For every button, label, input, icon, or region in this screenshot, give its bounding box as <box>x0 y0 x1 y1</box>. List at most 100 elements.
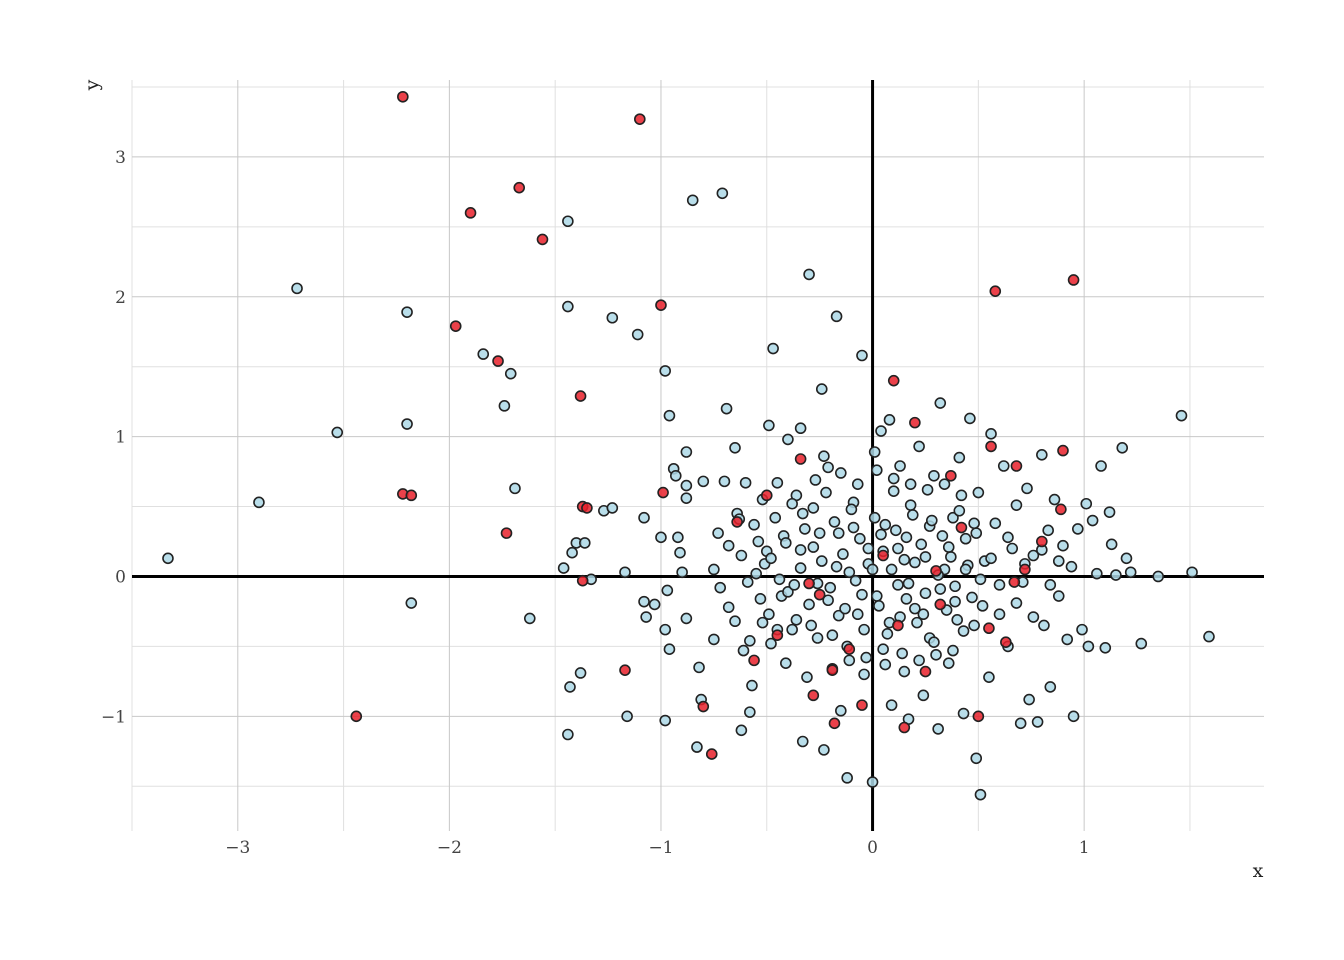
data-point-blue <box>674 546 686 559</box>
data-point-blue <box>803 598 815 611</box>
data-point-blue <box>509 482 521 495</box>
data-point-red <box>972 710 985 723</box>
data-point-blue <box>737 644 750 657</box>
data-point-blue <box>1061 633 1074 646</box>
data-point-blue <box>843 654 856 667</box>
data-point-blue <box>663 643 676 655</box>
data-point-blue <box>917 608 930 621</box>
data-point-blue <box>788 579 801 591</box>
data-point-blue <box>708 633 720 646</box>
data-point-red <box>576 574 589 587</box>
data-point-blue <box>835 467 847 479</box>
data-point-blue <box>807 541 820 553</box>
data-point-blue <box>951 614 963 626</box>
data-point-blue <box>162 552 174 565</box>
data-point-blue <box>697 475 710 488</box>
data-point-blue <box>659 365 672 377</box>
data-point-red <box>989 285 1002 297</box>
data-point-blue <box>845 503 858 516</box>
data-point-red <box>536 233 549 246</box>
data-point-blue <box>974 788 987 801</box>
data-point-blue <box>858 668 870 681</box>
data-point-blue <box>557 562 570 574</box>
data-point-blue <box>887 485 900 497</box>
data-point-blue <box>780 657 792 669</box>
data-point-blue <box>1052 590 1065 602</box>
data-point-blue <box>750 567 762 580</box>
data-point-blue <box>566 546 578 559</box>
data-point-blue <box>686 194 699 207</box>
data-point-blue <box>1048 493 1061 506</box>
data-point-blue <box>477 348 490 360</box>
data-point-blue <box>915 538 928 551</box>
data-point-blue <box>786 623 798 636</box>
data-point-red <box>731 516 743 528</box>
data-point-blue <box>896 647 908 660</box>
data-point-red <box>843 643 856 655</box>
data-point-blue <box>972 486 985 499</box>
data-point-blue <box>722 539 735 552</box>
data-point-blue <box>993 608 1006 621</box>
data-point-red <box>748 654 760 667</box>
data-point-blue <box>890 524 902 537</box>
data-point-blue <box>786 497 798 510</box>
data-point-blue <box>887 472 900 485</box>
data-point-blue <box>752 535 765 548</box>
data-point-red <box>500 527 513 539</box>
data-point-blue <box>562 728 574 741</box>
y-tick-label: 0 <box>115 567 126 587</box>
data-point-blue <box>832 609 845 622</box>
data-point-blue <box>405 597 418 609</box>
data-point-blue <box>767 342 779 355</box>
data-point-blue <box>659 714 672 727</box>
data-point-blue <box>974 573 987 586</box>
data-point-blue <box>780 537 792 549</box>
data-point-blue <box>1116 442 1129 454</box>
data-point-blue <box>1110 569 1122 581</box>
data-point-blue <box>832 527 845 539</box>
data-point-blue <box>843 566 856 579</box>
data-point-blue <box>1006 542 1019 555</box>
data-point-blue <box>858 623 870 636</box>
data-point-blue <box>655 531 667 544</box>
data-point-blue <box>970 527 983 539</box>
data-point-blue <box>959 563 972 576</box>
data-point-red <box>1055 503 1067 516</box>
data-point-blue <box>868 446 881 458</box>
data-point-blue <box>815 555 828 567</box>
data-point-blue <box>841 772 853 784</box>
data-point-blue <box>877 643 889 655</box>
data-point-blue <box>1105 538 1118 551</box>
data-point-blue <box>729 615 741 628</box>
data-point-blue <box>771 476 784 489</box>
data-point-blue <box>1044 681 1057 693</box>
data-point-blue <box>606 311 619 324</box>
data-point-blue <box>1010 499 1023 511</box>
data-point-blue <box>765 552 777 565</box>
data-point-red <box>397 90 409 103</box>
data-point-blue <box>763 419 775 432</box>
data-point-blue <box>1010 597 1023 609</box>
data-point-blue <box>523 612 536 625</box>
data-point-blue <box>970 752 983 765</box>
data-point-blue <box>870 590 883 602</box>
data-point-blue <box>839 602 851 615</box>
data-point-blue <box>638 511 650 524</box>
data-point-blue <box>851 608 864 621</box>
data-point-blue <box>879 658 892 671</box>
data-point-blue <box>919 551 932 563</box>
data-point-blue <box>680 479 693 492</box>
data-point-blue <box>648 598 661 611</box>
data-point-red <box>1008 576 1021 588</box>
data-point-blue <box>1031 716 1044 728</box>
data-point-blue <box>919 587 932 600</box>
data-point-blue <box>904 499 917 511</box>
data-point-blue <box>875 425 887 437</box>
data-point-blue <box>976 600 989 612</box>
data-point-blue <box>928 636 940 649</box>
data-point-blue <box>1082 640 1095 653</box>
data-point-blue <box>989 517 1002 530</box>
data-point-blue <box>904 478 917 490</box>
data-point-blue <box>741 576 754 588</box>
data-point-blue <box>1091 567 1103 580</box>
